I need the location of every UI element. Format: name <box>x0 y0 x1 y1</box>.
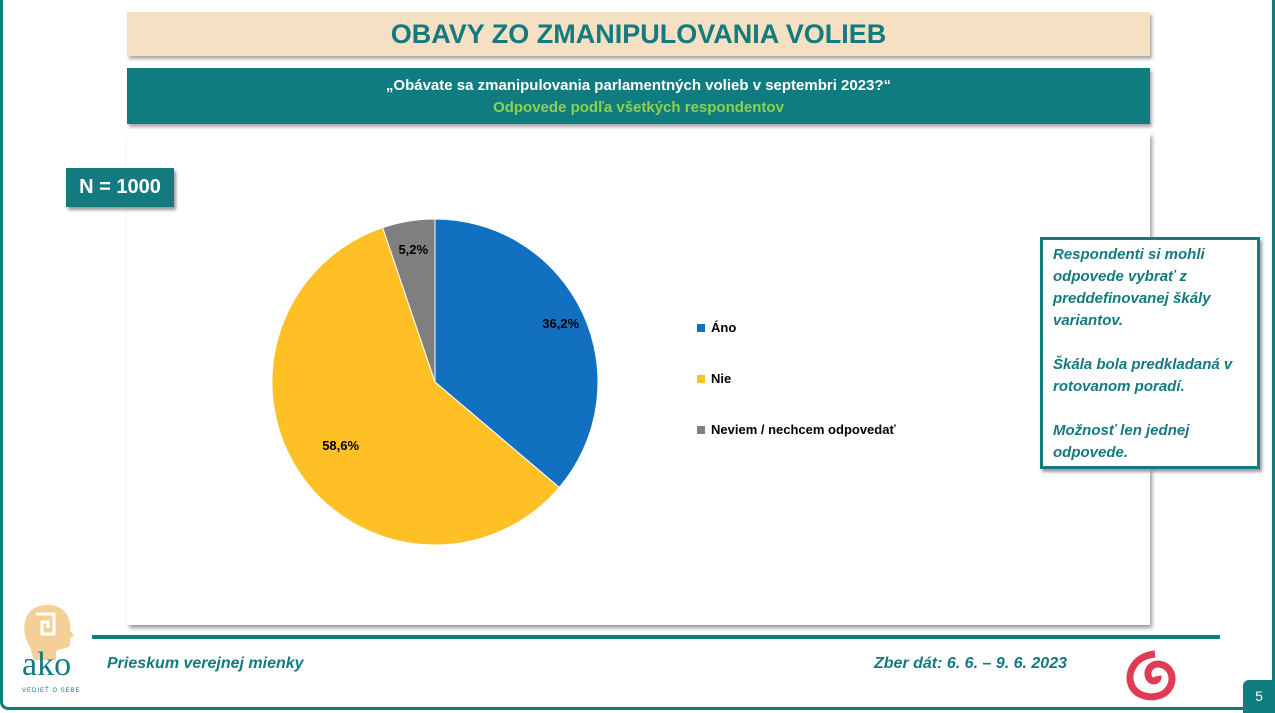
legend-label: Nie <box>711 371 732 386</box>
spiral-logo-icon <box>1126 650 1176 701</box>
page-number: 5 <box>1243 680 1275 713</box>
question-text: „Obávate sa zmanipulovania parlamentných… <box>385 77 892 94</box>
legend-label: Áno <box>711 320 737 335</box>
pie-slice-1 <box>271 226 560 546</box>
footer-survey-label: Prieskum verejnej mienky <box>107 655 304 672</box>
sample-size-badge: N = 1000 <box>66 168 174 207</box>
data-label: 36,2% <box>542 316 579 331</box>
legend-swatch <box>697 426 705 434</box>
note-line: Respondenti si mohli odpovede vybrať z p… <box>1053 246 1211 329</box>
legend-swatch <box>697 324 705 332</box>
legend-label: Neviem / nechcem odpovedať <box>711 422 896 437</box>
note-line: Škála bola predkladaná v rotovanom porad… <box>1053 356 1233 395</box>
footer-date: Zber dát: 6. 6. – 9. 6. 2023 <box>874 655 1067 672</box>
legend-item: Neviem / nechcem odpovedať <box>697 422 896 437</box>
ako-logo-tagline: VEDIEŤ O SEBE <box>22 688 81 694</box>
methodology-note: Respondenti si mohli odpovede vybrať z p… <box>1040 237 1260 469</box>
data-label: 58,6% <box>322 438 359 453</box>
pie-slice-0 <box>434 218 599 489</box>
ako-logo-head-icon <box>24 604 74 660</box>
data-label: 5,2% <box>398 242 428 257</box>
note-line: Možnosť len jednej odpovede. <box>1053 422 1190 461</box>
footer-divider <box>92 635 1220 639</box>
slide-title: OBAVY ZO ZMANIPULOVANIA VOLIEB <box>127 12 1150 56</box>
legend-swatch <box>697 375 705 383</box>
ako-logo-text: ako <box>22 646 72 683</box>
legend-item: Áno <box>697 320 736 335</box>
pie-slice-2 <box>382 218 436 383</box>
subtitle-text: Odpovede podľa všetkých respondentov <box>493 99 784 116</box>
legend-item: Nie <box>697 371 731 386</box>
subtitle-bar: „Obávate sa zmanipulovania parlamentných… <box>127 68 1150 124</box>
